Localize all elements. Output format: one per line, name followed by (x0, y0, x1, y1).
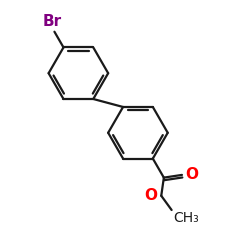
Text: Br: Br (42, 14, 62, 29)
Text: O: O (144, 188, 157, 203)
Text: O: O (185, 168, 198, 182)
Text: CH₃: CH₃ (173, 211, 199, 225)
